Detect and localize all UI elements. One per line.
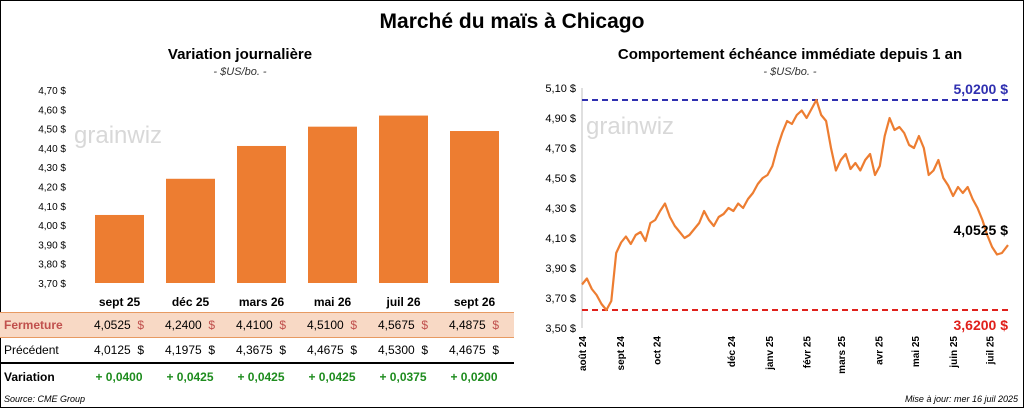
bar bbox=[450, 131, 499, 283]
bar-chart-unit: - $US/bo. - bbox=[213, 66, 267, 78]
cell-fermeture-3: 4,4100 $ bbox=[235, 318, 287, 332]
line-xtick-label: mai 25 bbox=[911, 336, 922, 368]
bar-ytick-label: 4,20 $ bbox=[38, 183, 66, 194]
cell-precedent-4: 4,4675 $ bbox=[306, 343, 358, 357]
update-note: Mise à jour: mer 16 juil 2025 bbox=[904, 394, 1018, 404]
bar-chart-watermark: grainwiz bbox=[74, 122, 162, 149]
line-ytick-label: 4,10 $ bbox=[545, 233, 576, 245]
line-ytick-label: 3,50 $ bbox=[545, 323, 576, 335]
line-ytick-label: 3,90 $ bbox=[545, 263, 576, 275]
bar-category-label: déc 25 bbox=[172, 295, 210, 309]
line-xtick-label: mars 25 bbox=[837, 336, 848, 374]
price-series-line bbox=[581, 98, 1009, 312]
bar-chart-title: Variation journalière bbox=[167, 46, 313, 63]
cell-precedent-1: 4,0125 $ bbox=[93, 343, 145, 357]
bar-category-label: sept 26 bbox=[454, 295, 496, 309]
bar bbox=[237, 145, 286, 283]
row-label-variation: Variation bbox=[4, 370, 55, 384]
bar-ytick-label: 3,90 $ bbox=[38, 240, 66, 251]
last-value-label: 4,0525 $ bbox=[954, 222, 1009, 238]
cell-precedent-3: 4,3675 $ bbox=[235, 343, 287, 357]
bar-category-label: juil 26 bbox=[385, 295, 420, 309]
line-ytick-label: 4,50 $ bbox=[545, 173, 576, 185]
bar bbox=[379, 115, 428, 283]
table-row-variation: Variation + 0,0400 + 0,0425 + 0,0425 + 0… bbox=[0, 365, 514, 389]
cell-variation-2: + 0,0425 bbox=[166, 370, 214, 384]
cell-fermeture-2: 4,2400 $ bbox=[164, 318, 216, 332]
line-chart: grainwiz 3,50 $ 3,70 $ 3,90 $ 4,10 $ 4,30 $ 4… bbox=[545, 81, 1009, 374]
bar-ytick-label: 4,60 $ bbox=[38, 105, 66, 116]
cell-precedent-5: 4,5300 $ bbox=[377, 343, 429, 357]
line-ytick-label: 5,10 $ bbox=[545, 83, 576, 95]
line-xtick-label: juin 25 bbox=[949, 336, 960, 369]
line-ytick-label: 4,70 $ bbox=[545, 143, 576, 155]
line-xtick-label: oct 24 bbox=[652, 336, 663, 365]
line-xtick-label: janv 25 bbox=[765, 336, 776, 371]
line-chart-unit: - $US/bo. - bbox=[763, 66, 817, 78]
line-ytick-label: 3,70 $ bbox=[545, 293, 576, 305]
cell-variation-3: + 0,0425 bbox=[237, 370, 285, 384]
cell-precedent-2: 4,1975 $ bbox=[164, 343, 216, 357]
low-value-label: 3,6200 $ bbox=[954, 317, 1009, 333]
line-chart-title: Comportement échéance immédiate depuis 1… bbox=[617, 46, 963, 63]
cell-variation-6: + 0,0200 bbox=[450, 370, 498, 384]
bar bbox=[95, 214, 144, 283]
bar bbox=[308, 126, 357, 283]
line-chart-watermark: grainwiz bbox=[586, 113, 674, 140]
bar-ytick-label: 4,40 $ bbox=[38, 144, 66, 155]
cell-fermeture-5: 4,5675 $ bbox=[377, 318, 429, 332]
cell-precedent-6: 4,4675 $ bbox=[448, 343, 500, 357]
line-xtick-label: sept 24 bbox=[616, 336, 627, 371]
bar-ytick-label: 4,10 $ bbox=[38, 202, 66, 213]
high-value-label: 5,0200 $ bbox=[954, 81, 1009, 97]
line-xtick-label: févr 25 bbox=[803, 336, 814, 369]
line-xtick-label: déc 24 bbox=[727, 336, 738, 368]
cell-fermeture-4: 4,5100 $ bbox=[306, 318, 358, 332]
table-row-fermeture: Fermeture 4,0525 $ 4,2400 $ 4,4100 $ 4,5… bbox=[0, 312, 514, 338]
line-xtick-label: avr 25 bbox=[875, 336, 886, 365]
cell-variation-4: + 0,0425 bbox=[308, 370, 356, 384]
table-row-precedent: Précédent 4,0125 $ 4,1975 $ 4,3675 $ 4,4… bbox=[0, 338, 514, 364]
bar-category-label: mai 26 bbox=[314, 295, 352, 309]
source-note: Source: CME Group bbox=[4, 394, 86, 404]
bar-category-label: mars 26 bbox=[239, 295, 285, 309]
line-xtick-label: juil 25 bbox=[986, 336, 997, 366]
row-label-fermeture: Fermeture bbox=[4, 318, 63, 332]
bar-chart: grainwiz 3,70 $ 3,80 $ 3,90 $ 4,00 $ 4,10 $ 4… bbox=[38, 86, 499, 309]
bar-ytick-label: 3,80 $ bbox=[38, 260, 66, 271]
bar-ytick-label: 4,30 $ bbox=[38, 163, 66, 174]
bar-ytick-label: 4,70 $ bbox=[38, 86, 66, 97]
bar-ytick-label: 4,50 $ bbox=[38, 125, 66, 136]
bar-ytick-label: 3,70 $ bbox=[38, 279, 66, 290]
page-title: Marché du maïs à Chicago bbox=[379, 10, 645, 33]
line-ytick-label: 4,30 $ bbox=[545, 203, 576, 215]
line-xtick-label: août 24 bbox=[578, 336, 589, 371]
bar-ytick-label: 4,00 $ bbox=[38, 221, 66, 232]
cell-variation-1: + 0,0400 bbox=[95, 370, 143, 384]
row-label-precedent: Précédent bbox=[4, 343, 59, 357]
line-ytick-label: 4,90 $ bbox=[545, 113, 576, 125]
bar-category-label: sept 25 bbox=[99, 295, 141, 309]
cell-variation-5: + 0,0375 bbox=[379, 370, 427, 384]
cell-fermeture-1: 4,0525 $ bbox=[93, 318, 145, 332]
cell-fermeture-6: 4,4875 $ bbox=[448, 318, 500, 332]
bar bbox=[166, 178, 215, 283]
